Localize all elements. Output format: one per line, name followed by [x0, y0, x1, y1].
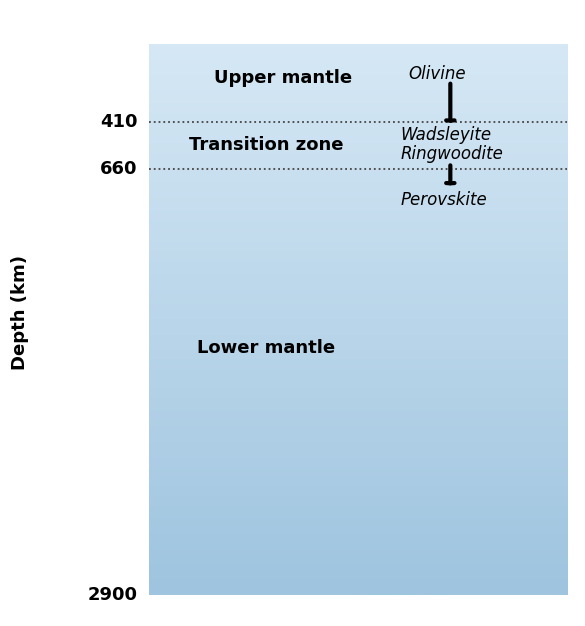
Text: Lower mantle: Lower mantle — [197, 339, 335, 357]
Text: Upper mantle: Upper mantle — [214, 69, 352, 87]
Text: Olivine: Olivine — [408, 65, 466, 83]
Text: Wadsleyite: Wadsleyite — [400, 126, 491, 144]
Text: Perovskite: Perovskite — [400, 190, 487, 208]
Text: Transition zone: Transition zone — [189, 136, 343, 155]
Text: 2900: 2900 — [88, 586, 137, 603]
Text: Ringwoodite: Ringwoodite — [400, 145, 503, 163]
Text: 660: 660 — [100, 160, 137, 178]
Text: 410: 410 — [100, 113, 137, 131]
Text: Depth (km): Depth (km) — [12, 255, 29, 371]
